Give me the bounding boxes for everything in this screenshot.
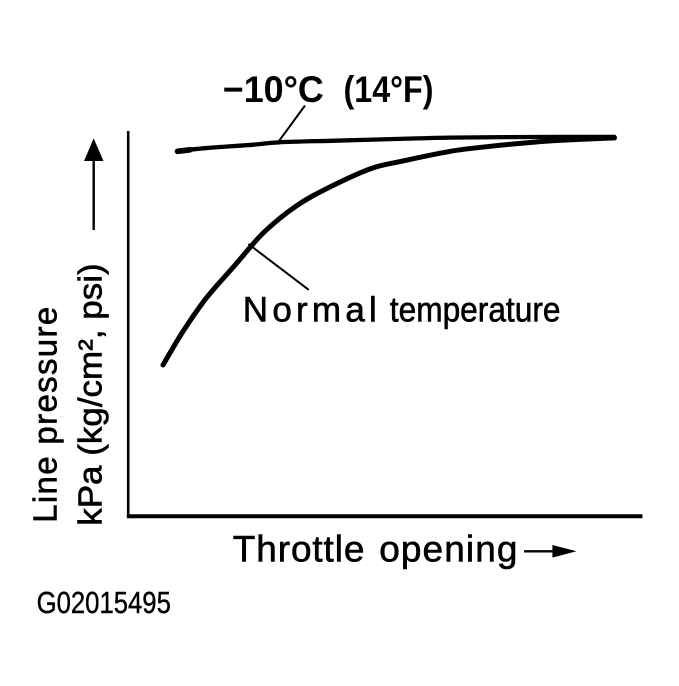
svg-text:Line pressure: Line pressure [27, 307, 64, 523]
svg-text:temperature: temperature [390, 290, 561, 329]
svg-text:(14°F): (14°F) [344, 69, 434, 110]
svg-text:G02015495: G02015495 [37, 585, 171, 620]
svg-text:opening: opening [379, 529, 517, 570]
svg-text:Throttle: Throttle [233, 529, 365, 570]
svg-text:kPa (kg/cm², psi): kPa (kg/cm², psi) [71, 263, 108, 526]
svg-text:−10°C: −10°C [223, 69, 324, 110]
